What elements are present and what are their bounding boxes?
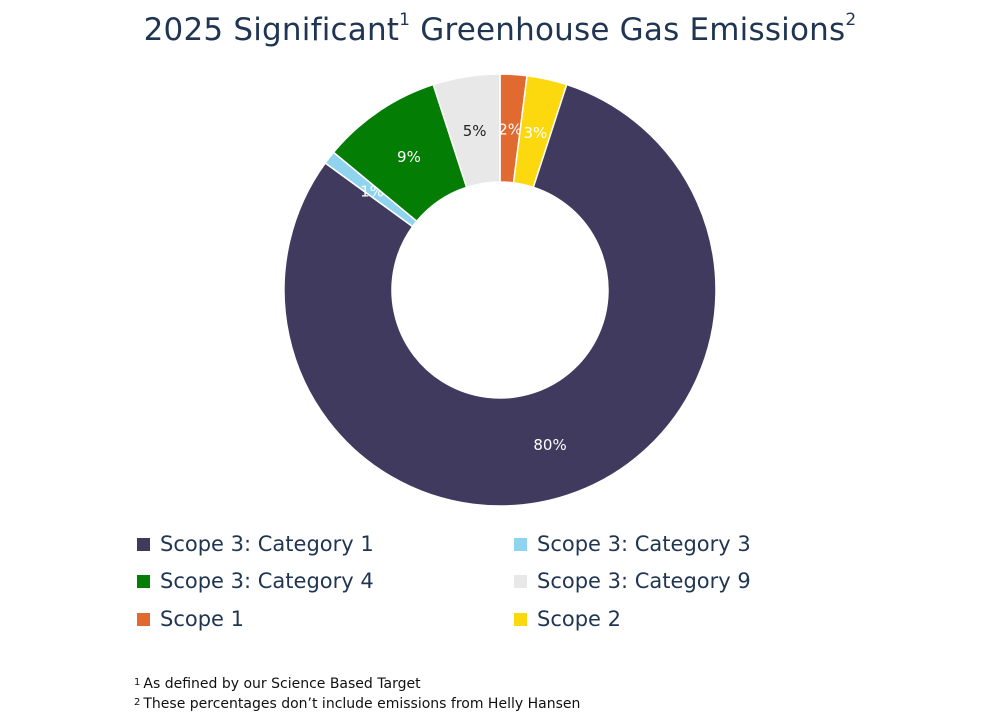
legend-item-scope3-cat9: Scope 3: Category 9 [514, 569, 751, 593]
legend-item-scope3-cat1: Scope 3: Category 1 [137, 532, 374, 556]
legend-swatch-scope3-cat3 [514, 537, 527, 551]
title-footnote-mark-2: 2 [845, 10, 857, 30]
legend-item-scope1: Scope 1 [137, 607, 244, 631]
data-label-scope-1: 2% [498, 120, 522, 138]
data-label-scope-3-category-1: 80% [533, 436, 566, 454]
data-label-scope-3-category-4: 9% [397, 148, 421, 166]
legend-item-scope2: Scope 2 [514, 607, 621, 631]
slice-scope-3-category-1 [283, 83, 717, 507]
legend-label-scope3-cat1: Scope 3: Category 1 [160, 532, 374, 556]
legend-swatch-scope3-cat1 [137, 537, 150, 551]
footnotes: 1 As defined by our Science Based Target … [134, 674, 580, 714]
legend-swatch-scope1 [137, 612, 150, 626]
chart-title: 2025 Significant1 Greenhouse Gas Emissio… [0, 10, 1000, 48]
legend-label-scope3-cat9: Scope 3: Category 9 [537, 569, 751, 593]
footnote-2: 2 These percentages don’t include emissio… [134, 694, 580, 714]
legend-label-scope3-cat3: Scope 3: Category 3 [537, 532, 751, 556]
legend-swatch-scope3-cat4 [137, 574, 150, 588]
footnote-2-mark: 2 [134, 697, 141, 708]
footnote-1-mark: 1 [134, 677, 141, 688]
legend-item-scope3-cat3: Scope 3: Category 3 [514, 532, 751, 556]
footnote-1: 1 As defined by our Science Based Target [134, 674, 580, 694]
legend-label-scope3-cat4: Scope 3: Category 4 [160, 569, 374, 593]
footnote-1-text: As defined by our Science Based Target [143, 676, 421, 692]
legend-item-scope3-cat4: Scope 3: Category 4 [137, 569, 374, 593]
legend-label-scope2: Scope 2 [537, 607, 622, 631]
title-main: 2025 Significant [143, 12, 400, 48]
legend-swatch-scope3-cat9 [514, 574, 527, 588]
title-footnote-mark-1: 1 [399, 10, 411, 30]
footnote-2-text: These percentages don’t include emission… [143, 696, 581, 712]
slice-scope-3-category-9 [432, 73, 501, 189]
title-rest: Greenhouse Gas Emissions [410, 12, 846, 48]
data-label-scope-2: 3% [523, 124, 547, 142]
legend-label-scope1: Scope 1 [160, 607, 245, 631]
data-label-scope-3-category-9: 5% [463, 122, 487, 140]
legend-swatch-scope2 [514, 612, 527, 626]
